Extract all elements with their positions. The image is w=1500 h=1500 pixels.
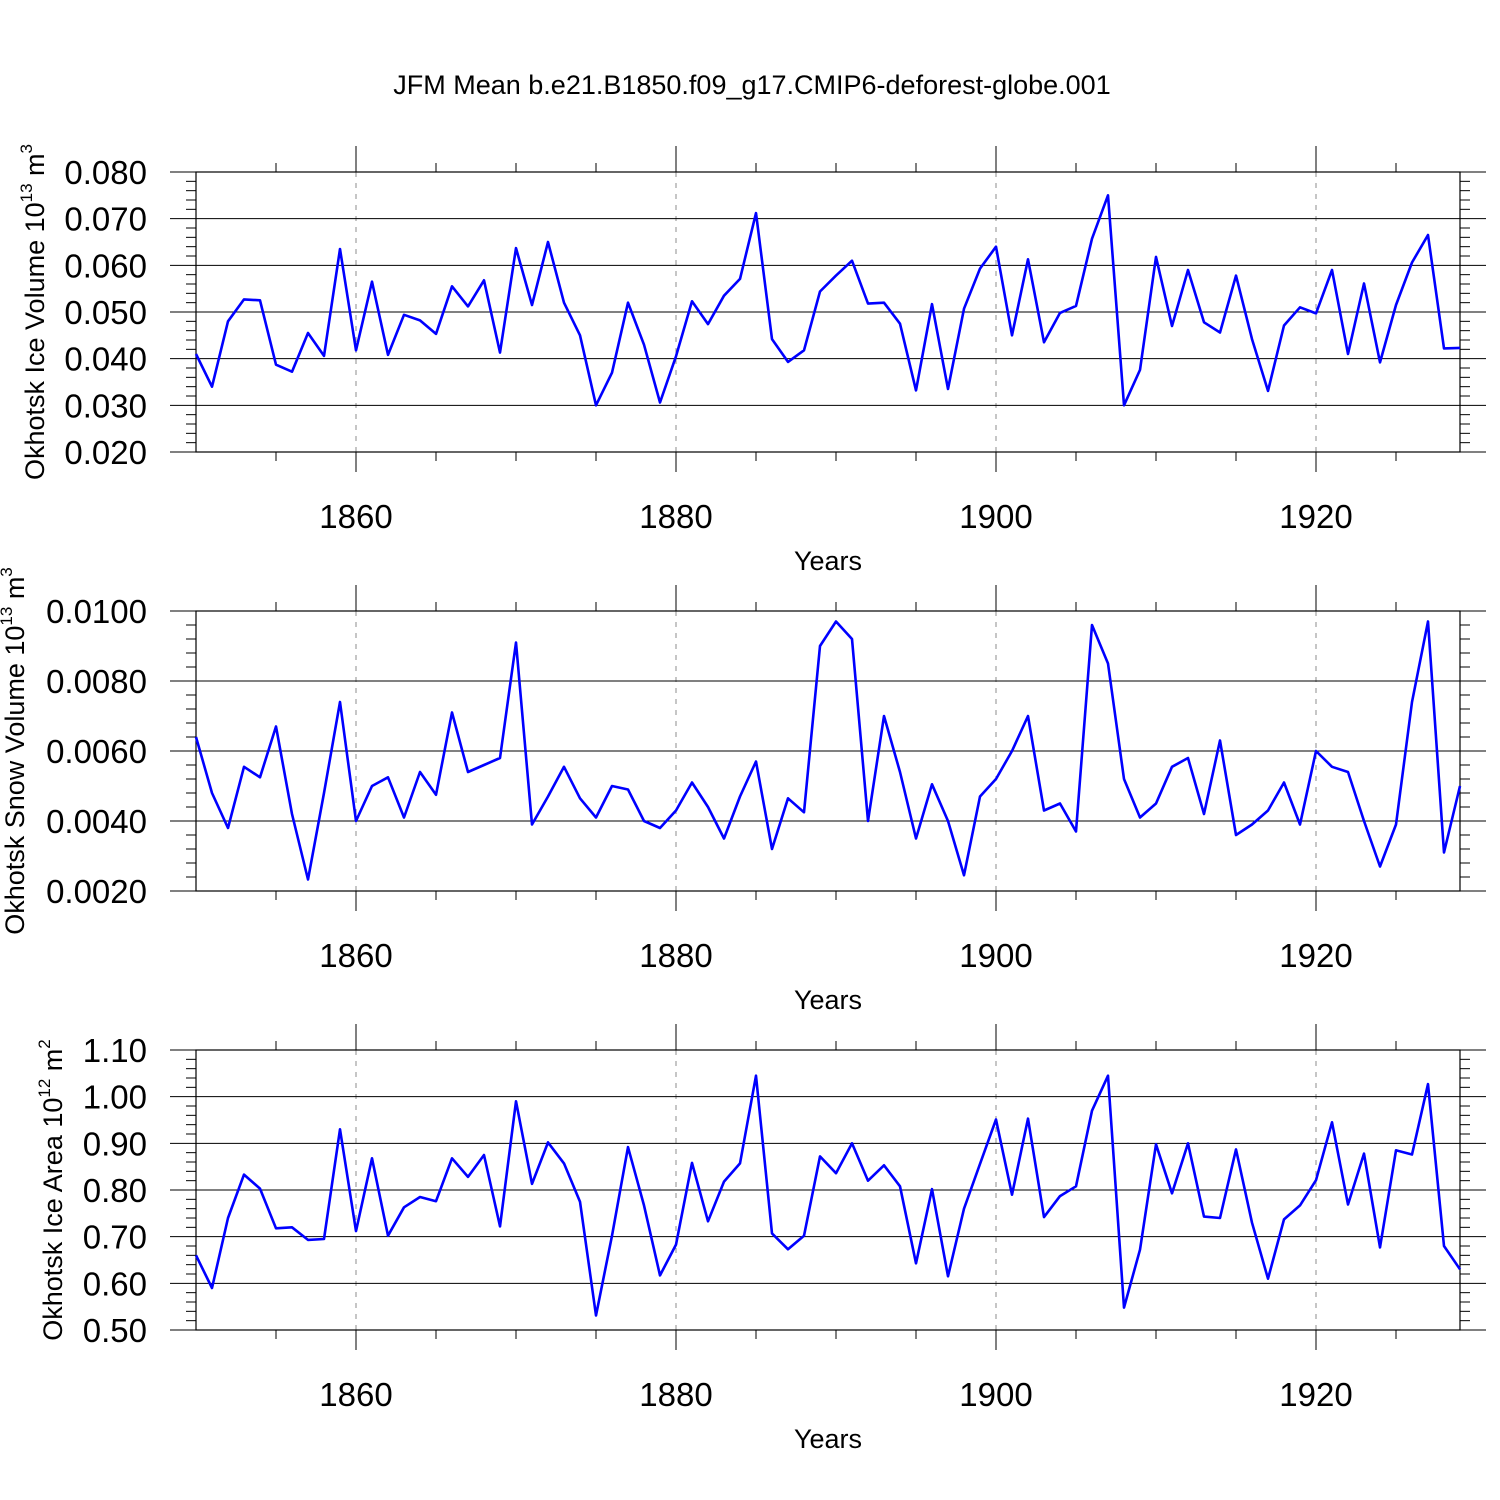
series-line xyxy=(194,194,1461,407)
x-tick-label: 1920 xyxy=(1279,1376,1352,1413)
x-tick-label: 1920 xyxy=(1279,498,1352,535)
y-tick-label: 0.080 xyxy=(64,154,147,191)
y-tick-label: 0.0060 xyxy=(46,733,147,770)
x-tick-label: 1880 xyxy=(639,1376,712,1413)
y-tick-label: 0.040 xyxy=(64,341,147,378)
series-line xyxy=(194,1074,1462,1317)
x-tick-label: 1860 xyxy=(319,498,392,535)
x-axis-label: Years xyxy=(794,546,862,576)
x-tick-label: 1880 xyxy=(639,937,712,974)
y-tick-label: 0.70 xyxy=(83,1219,147,1256)
x-tick-label: 1860 xyxy=(319,937,392,974)
plot-frame xyxy=(195,610,1461,892)
x-tick-label: 1900 xyxy=(959,1376,1032,1413)
y-tick-label: 0.80 xyxy=(83,1172,147,1209)
y-tick-label: 0.0020 xyxy=(46,873,147,910)
y-tick-label: 0.030 xyxy=(64,387,147,424)
y-axis-label: Okhotsk Ice Volume 1013 m3 xyxy=(17,144,50,480)
x-tick-label: 1900 xyxy=(959,937,1032,974)
series-line xyxy=(194,620,1462,881)
y-tick-label: 0.0080 xyxy=(46,663,147,700)
y-tick-label: 0.020 xyxy=(64,434,147,471)
x-tick-label: 1860 xyxy=(319,1376,392,1413)
panel-snow-volume: 0.0020 0.0040 0.0060 0.0080 0.0100 1860 1880 19… xyxy=(0,567,1486,1015)
y-axis-label: Okhotsk Snow Volume 1013 m3 xyxy=(0,567,30,935)
y-tick-label: 1.00 xyxy=(83,1079,147,1116)
y-tick-label: 0.0040 xyxy=(46,803,147,840)
y-tick-label: 1.10 xyxy=(83,1032,147,1069)
x-tick-label: 1880 xyxy=(639,498,712,535)
x-tick-label: 1920 xyxy=(1279,937,1352,974)
y-tick-label: 0.070 xyxy=(64,201,147,238)
y-tick-label: 0.60 xyxy=(83,1265,147,1302)
plot-frame xyxy=(195,1049,1461,1331)
x-axis-label: Years xyxy=(794,1424,862,1454)
plot-frame xyxy=(195,171,1461,453)
y-axis-label: Okhotsk Ice Area 1012 m2 xyxy=(35,1039,68,1341)
y-tick-label: 0.060 xyxy=(64,247,147,284)
y-tick-label: 0.0100 xyxy=(46,593,147,630)
x-axis-label: Years xyxy=(794,985,862,1015)
y-tick-label: 0.90 xyxy=(83,1125,147,1162)
y-tick-label: 0.50 xyxy=(83,1312,147,1349)
panel-ice-volume: 0.020 0.030 0.040 0.050 0.060 0.070 0.080 1860 1… xyxy=(17,144,1486,576)
figure-title: JFM Mean b.e21.B1850.f09_g17.CMIP6-defor… xyxy=(393,70,1110,100)
panel-ice-area: 0.50 0.60 0.70 0.80 0.90 1.00 1.10 1860 1880 1900… xyxy=(35,1024,1486,1454)
x-tick-label: 1900 xyxy=(959,498,1032,535)
y-tick-label: 0.050 xyxy=(64,294,147,331)
